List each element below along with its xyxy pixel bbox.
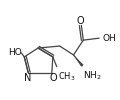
Polygon shape [73, 55, 84, 67]
Text: NH$_2$: NH$_2$ [83, 70, 102, 82]
Text: N: N [24, 73, 31, 83]
Text: HO: HO [9, 48, 22, 58]
Text: O: O [49, 73, 57, 83]
Text: OH: OH [102, 34, 116, 43]
Text: CH$_3$: CH$_3$ [58, 71, 75, 83]
Text: O: O [77, 16, 84, 26]
